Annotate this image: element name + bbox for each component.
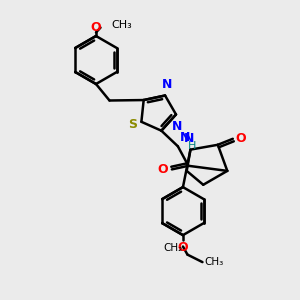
Text: N: N xyxy=(172,120,183,133)
Text: O: O xyxy=(158,163,168,176)
Text: H: H xyxy=(188,141,196,151)
Text: N: N xyxy=(184,132,194,145)
Text: CH₃: CH₃ xyxy=(205,257,224,267)
Text: S: S xyxy=(128,118,137,131)
Text: CH₃: CH₃ xyxy=(112,20,132,31)
Text: O: O xyxy=(91,21,101,34)
Text: N: N xyxy=(161,78,172,91)
Text: O: O xyxy=(236,132,246,145)
Text: O: O xyxy=(178,241,188,254)
Text: CH₂: CH₂ xyxy=(164,243,183,253)
Text: N: N xyxy=(180,131,190,144)
